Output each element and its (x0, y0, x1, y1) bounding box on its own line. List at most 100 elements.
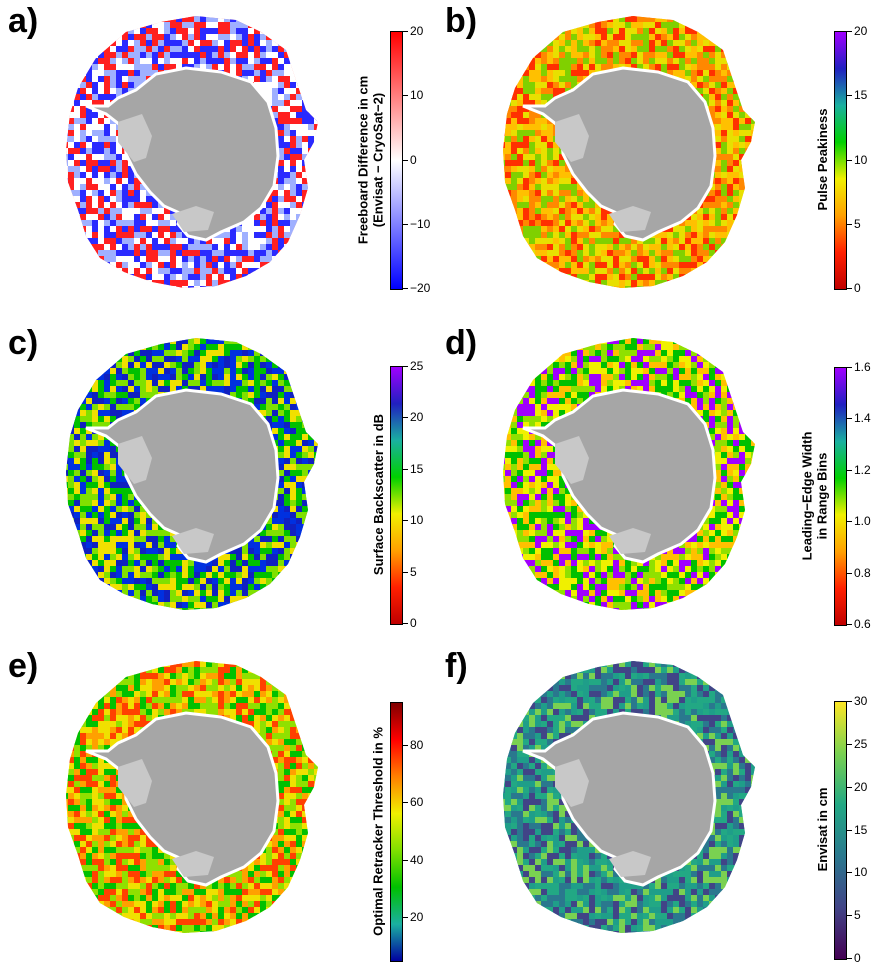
panel-a: a) 20 10 0 −10 −20 Freeboard Difference in cm(… (0, 0, 437, 322)
colorbar-tick-label: 1.6 (854, 360, 871, 374)
colorbar-tick-label: 10 (410, 88, 424, 103)
colorbar-title: Pulse Peakiness (815, 26, 830, 293)
colorbar-tick-mark (403, 917, 408, 918)
antarctica-map (66, 16, 318, 288)
antarctic-continent (85, 388, 280, 564)
colorbar-tick-mark (403, 31, 408, 32)
colorbar-tick-label: 20 (410, 24, 424, 38)
colorbar-tick-mark (847, 872, 852, 874)
colorbar (390, 366, 403, 625)
colorbar-tick-label: 80 (410, 738, 424, 752)
colorbar-tick-label: −20 (410, 281, 431, 295)
colorbar (390, 702, 403, 962)
colorbar-tick-mark (403, 417, 408, 419)
colorbar-tick-label: 5 (854, 216, 861, 231)
colorbar-tick-label: 0 (410, 616, 417, 630)
antarctic-continent (522, 388, 717, 564)
colorbar-title-line: in Range Bins (814, 452, 830, 539)
ice-shelf (555, 759, 589, 807)
ice-shelf (172, 206, 214, 232)
panel-label: f) (445, 647, 468, 685)
colorbar-tick-label: 1.4 (854, 411, 871, 426)
colorbar-tick-mark (403, 802, 408, 804)
colorbar-tick-mark (847, 701, 852, 702)
colorbar-tick-label: 5 (854, 908, 861, 923)
colorbar-tick-mark (847, 367, 852, 368)
ice-shelf (555, 436, 589, 484)
colorbar-tick-mark (847, 31, 852, 32)
panel-b: b) 20 15 10 5 0 Pulse Peakiness (437, 0, 874, 322)
panel-f: f) 30 25 20 15 10 5 0 Envisat in cm (437, 645, 874, 967)
colorbar-tick-label: 5 (410, 564, 417, 579)
panel-label: d) (445, 324, 478, 362)
antarctica-map (66, 661, 318, 933)
colorbar-tick-label: 15 (854, 822, 868, 837)
colorbar-tick-label: 25 (854, 736, 868, 751)
colorbar-tick-mark (847, 572, 852, 574)
colorbar-tick-label: 1.0 (854, 514, 871, 529)
colorbar-tick-mark (403, 745, 408, 746)
colorbar-tick-label: 40 (410, 852, 424, 867)
colorbar-title-line: Pulse Peakiness (814, 108, 830, 211)
colorbar-tick-label: 0 (854, 281, 861, 295)
colorbar-title: Surface Backscatter in dB (371, 361, 386, 628)
antarctica-map (66, 338, 318, 610)
colorbar-title-line: Leading−Edge Width (799, 431, 815, 560)
colorbar-tick-mark (847, 829, 852, 831)
panel-d: d) 1.6 1.4 1.2 1.0 0.8 0.6 Leading−Edge Width in… (437, 322, 874, 644)
colorbar-tick-label: 0 (410, 152, 417, 167)
panel-label: b) (445, 2, 478, 40)
ice-shelf (609, 528, 651, 554)
colorbar-tick-label: 10 (410, 513, 424, 528)
antarctic-continent (85, 711, 280, 887)
colorbar-tick-mark (403, 288, 408, 289)
ice-shelf (118, 436, 152, 484)
colorbar-tick-mark (847, 418, 852, 420)
panel-c: c) 25 20 15 10 5 0 Surface Backscatter in dB (0, 322, 437, 644)
antarctic-continent (522, 711, 717, 887)
ice-shelf (555, 114, 589, 162)
colorbar-tick-mark (847, 469, 852, 471)
antarctica-map (503, 16, 755, 288)
colorbar (834, 31, 847, 290)
colorbar-tick-label: 0.6 (854, 617, 871, 631)
antarctic-continent (522, 66, 717, 242)
colorbar-tick-mark (847, 743, 852, 745)
colorbar-tick-mark (403, 95, 408, 97)
ice-shelf (118, 759, 152, 807)
colorbar-tick-mark (847, 958, 852, 959)
colorbar-tick-mark (403, 520, 408, 522)
panel-label: a) (8, 2, 39, 40)
panel-e: e) 80 60 40 20 Optimal Retracker Threshold in… (0, 645, 437, 967)
colorbar-tick-mark (847, 288, 852, 289)
colorbar-title: Freeboard Difference in cm (Envisat − Cry… (356, 26, 386, 293)
colorbar-tick-label: −10 (410, 216, 431, 231)
ice-shelf (609, 851, 651, 877)
colorbar-tick-mark (403, 623, 408, 624)
panel-label: c) (8, 324, 39, 362)
colorbar-tick-label: 10 (854, 865, 868, 880)
colorbar-tick-label: 30 (854, 694, 868, 708)
colorbar-title: Envisat in cm (815, 696, 830, 963)
colorbar-tick-label: 20 (410, 910, 424, 924)
colorbar-tick-mark (403, 571, 408, 573)
colorbar (834, 701, 847, 960)
colorbar-tick-mark (847, 915, 852, 917)
colorbar-tick-label: 1.2 (854, 462, 871, 477)
colorbar-tick-mark (403, 468, 408, 470)
colorbar (834, 367, 847, 626)
colorbar-tick-label: 60 (410, 795, 424, 810)
colorbar-tick-label: 20 (854, 24, 868, 38)
colorbar-tick-mark (847, 521, 852, 523)
ice-shelf (118, 114, 152, 162)
colorbar-tick-mark (403, 859, 408, 861)
colorbar-tick-mark (847, 159, 852, 161)
ice-shelf (172, 528, 214, 554)
colorbar-tick-mark (403, 366, 408, 367)
colorbar-tick-mark (847, 95, 852, 97)
colorbar-tick-mark (403, 223, 408, 225)
colorbar-tick-label: 15 (410, 461, 424, 476)
colorbar-title-line: Envisat in cm (814, 787, 830, 872)
colorbar-title-line: Surface Backscatter in dB (370, 413, 386, 576)
antarctic-continent (85, 66, 280, 242)
